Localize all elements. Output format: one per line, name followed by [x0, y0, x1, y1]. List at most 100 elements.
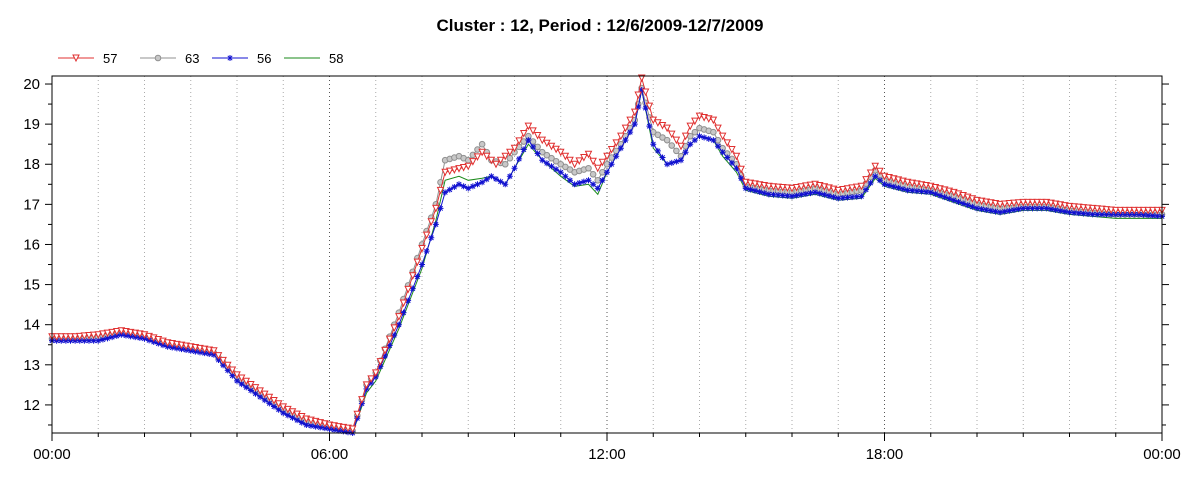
- chart-title: Cluster : 12, Period : 12/6/2009-12/7/20…: [437, 16, 764, 35]
- y-tick-label: 13: [23, 357, 40, 374]
- data-point: [80, 332, 89, 341]
- data-point: [950, 197, 957, 204]
- data-point: [672, 136, 681, 145]
- series-line: [52, 89, 1162, 434]
- legend-item: 63: [140, 51, 199, 66]
- data-point: [478, 140, 486, 148]
- data-point: [391, 332, 398, 339]
- data-point: [769, 183, 778, 191]
- data-point: [895, 184, 902, 191]
- data-point: [1061, 208, 1068, 215]
- data-point: [81, 337, 88, 344]
- data-point: [650, 141, 657, 148]
- data-point: [464, 162, 473, 171]
- data-point: [510, 144, 519, 153]
- data-point: [635, 104, 642, 111]
- data-point: [1103, 211, 1110, 218]
- data-point: [580, 154, 588, 162]
- data-point: [681, 132, 690, 141]
- data-point: [534, 150, 541, 157]
- data-point: [622, 137, 629, 144]
- data-point: [1148, 206, 1157, 215]
- data-point: [348, 425, 357, 434]
- data-point: [765, 182, 773, 191]
- data-point: [677, 142, 685, 151]
- data-point: [210, 347, 218, 355]
- data-point: [724, 154, 731, 161]
- data-point: [696, 133, 703, 140]
- data-point: [460, 183, 467, 190]
- data-point: [108, 328, 116, 337]
- data-point: [223, 361, 232, 370]
- data-point: [1057, 207, 1064, 214]
- data-point: [806, 181, 815, 190]
- data-point: [668, 159, 675, 166]
- data-point: [271, 403, 277, 410]
- data-point: [728, 146, 736, 154]
- y-tick-label: 15: [23, 277, 40, 294]
- data-point: [482, 152, 491, 161]
- data-point: [997, 209, 1004, 216]
- data-point: [691, 137, 698, 144]
- data-point: [964, 202, 971, 209]
- data-point: [418, 244, 426, 253]
- data-point: [496, 156, 505, 165]
- data-point: [436, 186, 445, 195]
- data-point: [459, 163, 468, 172]
- data-point: [317, 424, 324, 431]
- data-point: [556, 148, 565, 157]
- data-point: [1154, 212, 1161, 219]
- data-point: [987, 207, 994, 214]
- data-point: [923, 188, 930, 195]
- data-point: [844, 194, 851, 201]
- data-point: [852, 183, 861, 192]
- series-57: [48, 74, 1166, 434]
- y-tick-label: 14: [23, 317, 40, 334]
- data-point: [913, 188, 920, 195]
- data-point: [783, 184, 792, 193]
- data-point: [511, 165, 518, 172]
- legend-label: 58: [329, 51, 343, 66]
- data-point: [1037, 198, 1046, 207]
- data-point: [608, 161, 615, 168]
- y-tick-label: 12: [23, 397, 40, 414]
- data-point: [525, 137, 532, 144]
- data-point: [909, 187, 916, 194]
- data-point: [608, 154, 615, 161]
- data-point: [419, 261, 425, 268]
- data-point: [289, 414, 296, 421]
- data-point: [1071, 209, 1078, 216]
- data-point: [710, 137, 717, 144]
- data-point: [66, 333, 75, 341]
- legend-label: 63: [185, 51, 199, 66]
- data-point: [1019, 198, 1028, 207]
- data-point: [941, 194, 948, 201]
- data-point: [441, 168, 449, 177]
- data-point: [261, 397, 268, 404]
- data-point: [524, 122, 533, 131]
- data-point: [747, 186, 754, 193]
- data-point: [1140, 211, 1147, 218]
- data-point: [377, 363, 384, 370]
- data-point: [826, 192, 832, 199]
- data-point: [215, 356, 222, 363]
- data-point: [663, 136, 671, 144]
- data-point: [774, 183, 782, 192]
- data-point: [516, 155, 523, 162]
- data-point: [1020, 205, 1027, 212]
- data-point: [843, 185, 852, 193]
- data-point: [709, 116, 718, 125]
- data-point: [103, 329, 112, 338]
- data-point: [802, 190, 809, 197]
- data-point: [1125, 206, 1134, 215]
- data-point: [437, 205, 444, 212]
- series-58: [52, 89, 1162, 434]
- data-point: [585, 177, 592, 184]
- data-point: [571, 181, 578, 188]
- data-point: [946, 195, 953, 202]
- data-point: [506, 148, 514, 157]
- data-point: [626, 116, 634, 125]
- data-point: [678, 157, 684, 164]
- data-point: [1029, 205, 1036, 212]
- data-point: [227, 55, 233, 61]
